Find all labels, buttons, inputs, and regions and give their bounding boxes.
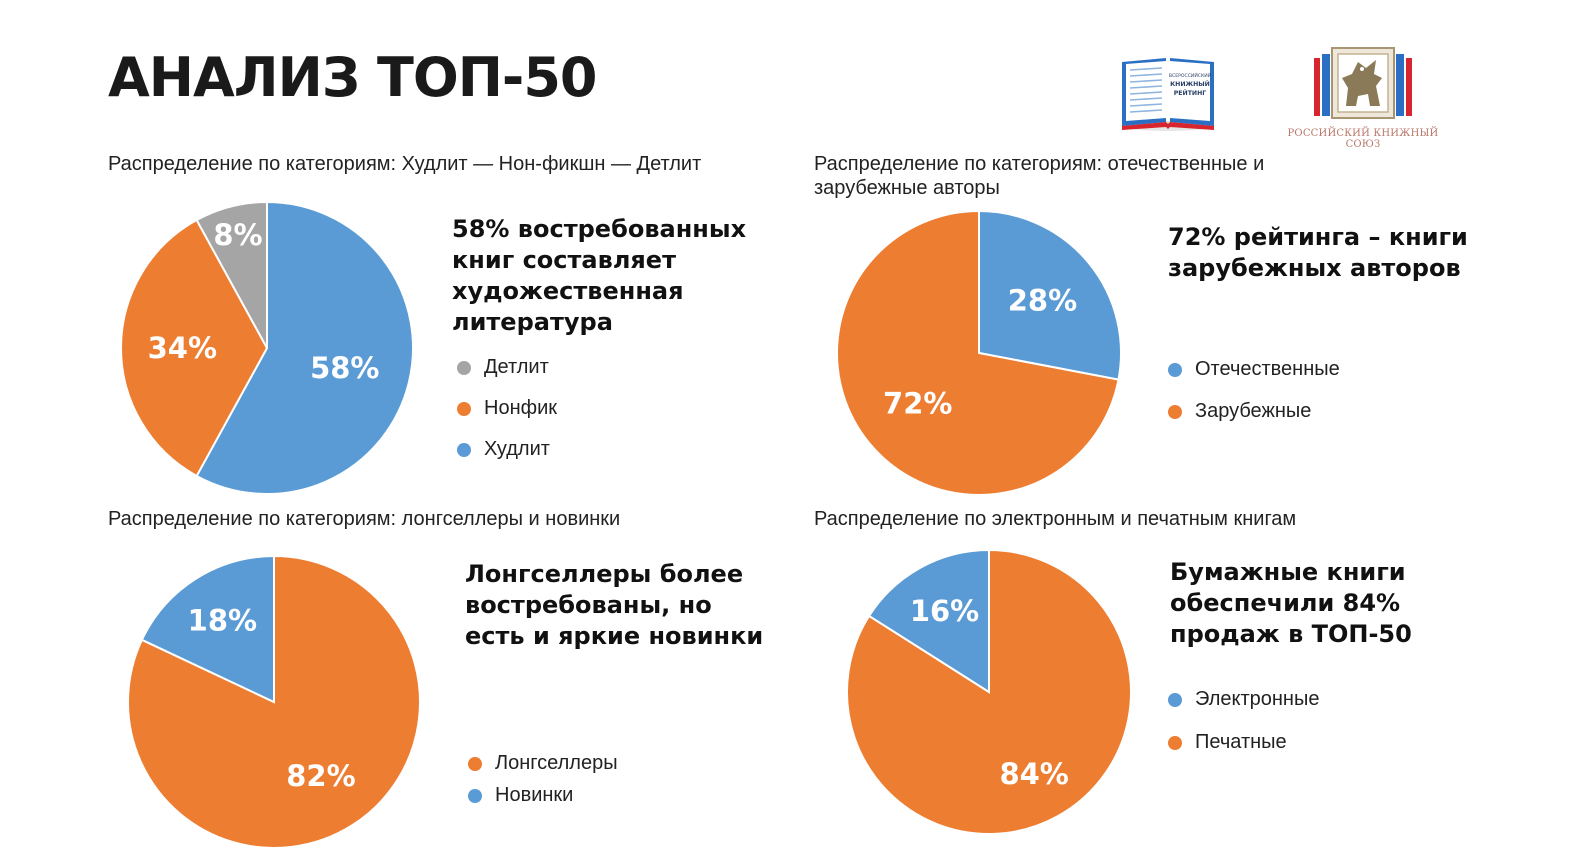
legend-label: Электронные [1195, 688, 1320, 710]
pie-label-2-2: 72% [883, 387, 952, 421]
legend-dot-icon [1168, 404, 1182, 419]
legend-dot-icon [1168, 692, 1182, 707]
pie-label-1-3: 8% [213, 218, 262, 252]
pie-label-3-2: 18% [188, 604, 257, 638]
legend-item: Лонгселлеры [468, 752, 618, 775]
legend-dot-icon [468, 788, 482, 803]
chart-3-title: Распределение по категориям: лонгселлеры… [108, 508, 621, 530]
legend-label: Зарубежные [1195, 400, 1312, 422]
pie-slice-1-1 [195, 200, 414, 495]
pie-label-4-1: 84% [999, 757, 1068, 791]
pie-slice-1-2 [120, 218, 269, 478]
legend-dot-icon [1168, 735, 1182, 750]
chart-4-title: Распределение по электронным и печатным … [814, 508, 1297, 530]
legend-dot-icon [457, 442, 471, 457]
pie-label-3-1: 82% [286, 759, 355, 793]
chart-4-legend: Электронные Печатные [1168, 688, 1388, 758]
page-title: АНАЛИЗ ТОП-50 [108, 46, 597, 109]
legend-label: Детлит [484, 356, 549, 378]
chart-1-legend: Детлит Нонфик Худлит [457, 356, 657, 466]
pie-label-2-1: 28% [1008, 284, 1077, 318]
legend-label: Нонфик [484, 397, 557, 419]
legend-item: Нонфик [457, 397, 557, 420]
legend-dot-icon [468, 756, 482, 771]
pie-slice-1-3 [195, 200, 268, 349]
legend-dot-icon [457, 401, 471, 416]
pie-chart-formats: 84% 16% [846, 548, 1132, 835]
legend-dot-icon [457, 360, 471, 375]
union-caption: РОССИЙСКИЙ КНИЖНЫЙ СОЮЗ [1287, 128, 1439, 150]
book-union-logo: РОССИЙСКИЙ КНИЖНЫЙ СОЮЗ [1278, 44, 1448, 150]
pie-slice-2-2 [836, 209, 1120, 496]
chart-2-legend: Отечественные Зарубежные [1168, 358, 1388, 428]
legend-label: Печатные [1195, 731, 1287, 753]
pie-label-4-2: 16% [910, 594, 979, 628]
chart-1-title: Распределение по категориям: Худлит — Но… [108, 153, 702, 175]
legend-label: Отечественные [1195, 358, 1340, 380]
chart-1-headline: 58% востребованных книг составляет худож… [452, 215, 747, 336]
rating-logo-line-3: РЕЙТИНГ [1174, 88, 1207, 97]
legend-dot-icon [1168, 362, 1182, 377]
legend-item: Отечественные [1168, 358, 1340, 381]
legend-item: Электронные [1168, 688, 1319, 711]
pie-label-1-2: 34% [148, 331, 217, 365]
chart-2-title: Распределение по категориям: отечественн… [814, 153, 1265, 199]
chart-4-headline: Бумажные книги обеспечили 84% продаж в Т… [1170, 558, 1412, 648]
logos: ВСЕРОССИЙСКИЙ КНИЖНЫЙ РЕЙТИНГ РОССИЙСКИЙ… [1118, 44, 1448, 150]
pie-chart-genres: 58% 34% 8% [120, 200, 414, 495]
legend-label: Лонгселлеры [495, 752, 618, 774]
rating-logo-line-2: КНИЖНЫЙ [1170, 79, 1210, 88]
rating-logo-line-1: ВСЕРОССИЙСКИЙ [1169, 72, 1211, 79]
pie-slice-3-2 [140, 554, 275, 704]
pie-slice-4-2 [867, 548, 990, 694]
pie-slice-2-1 [978, 209, 1122, 381]
chart-2-headline: 72% рейтинга – книги зарубежных авторов [1168, 223, 1468, 282]
book-rating-logo: ВСЕРОССИЙСКИЙ КНИЖНЫЙ РЕЙТИНГ [1122, 58, 1214, 131]
legend-item: Новинки [468, 784, 573, 807]
legend-item: Детлит [457, 356, 549, 379]
chart-3-headline: Лонгселлеры более востребованы, но есть … [465, 560, 764, 650]
pie-chart-authors: 28% 72% [836, 209, 1122, 496]
legend-item: Худлит [457, 438, 550, 461]
legend-item: Печатные [1168, 731, 1287, 754]
pie-chart-longsellers: 82% 18% [127, 554, 421, 849]
legend-item: Зарубежные [1168, 400, 1311, 423]
griffin-emblem-icon [1314, 47, 1412, 119]
pie-label-1-1: 58% [310, 351, 379, 385]
chart-3-legend: Лонгселлеры Новинки [468, 752, 688, 822]
legend-label: Новинки [495, 784, 574, 806]
legend-label: Худлит [484, 438, 550, 460]
